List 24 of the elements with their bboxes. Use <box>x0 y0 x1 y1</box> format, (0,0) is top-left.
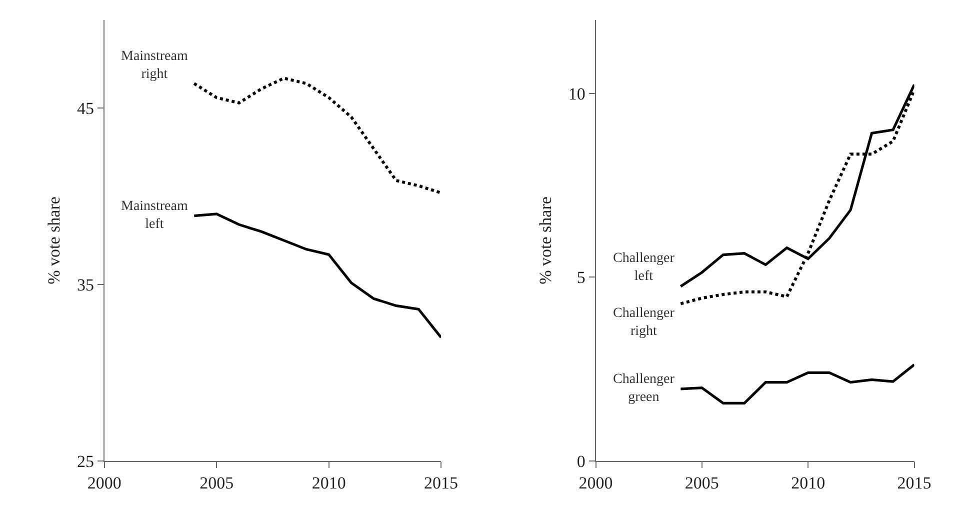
series-label: Mainstream right <box>121 49 188 82</box>
y-tick-label: 0 <box>576 452 586 471</box>
y-tick-label: 45 <box>76 99 94 118</box>
series-label: Challenger left <box>613 251 675 284</box>
line-series <box>192 76 442 194</box>
y-tick-label: 10 <box>568 84 586 104</box>
y-tick-label: 25 <box>76 452 94 471</box>
y-tick-label: 5 <box>576 268 586 288</box>
x-tick-label: 2005 <box>684 473 719 492</box>
series-label: Mainstream left <box>121 199 188 232</box>
x-tick-label: 2015 <box>424 473 458 492</box>
y-tick-label: 35 <box>76 276 94 294</box>
x-tick-label: 2010 <box>791 473 826 492</box>
x-tick-label: 2000 <box>87 473 122 492</box>
x-tick-label: 2010 <box>312 473 346 492</box>
line-series <box>192 212 442 339</box>
series-label: Challenger green <box>613 372 675 406</box>
series-label: Challenger right <box>613 306 675 340</box>
y-axis-title: % vote share <box>44 196 64 284</box>
x-tick-label: 2000 <box>578 473 613 492</box>
y-axis-title: % vote share <box>536 196 555 284</box>
x-tick-label: 2005 <box>200 473 234 492</box>
line-series <box>679 363 914 405</box>
x-tick-label: 2015 <box>897 473 932 492</box>
